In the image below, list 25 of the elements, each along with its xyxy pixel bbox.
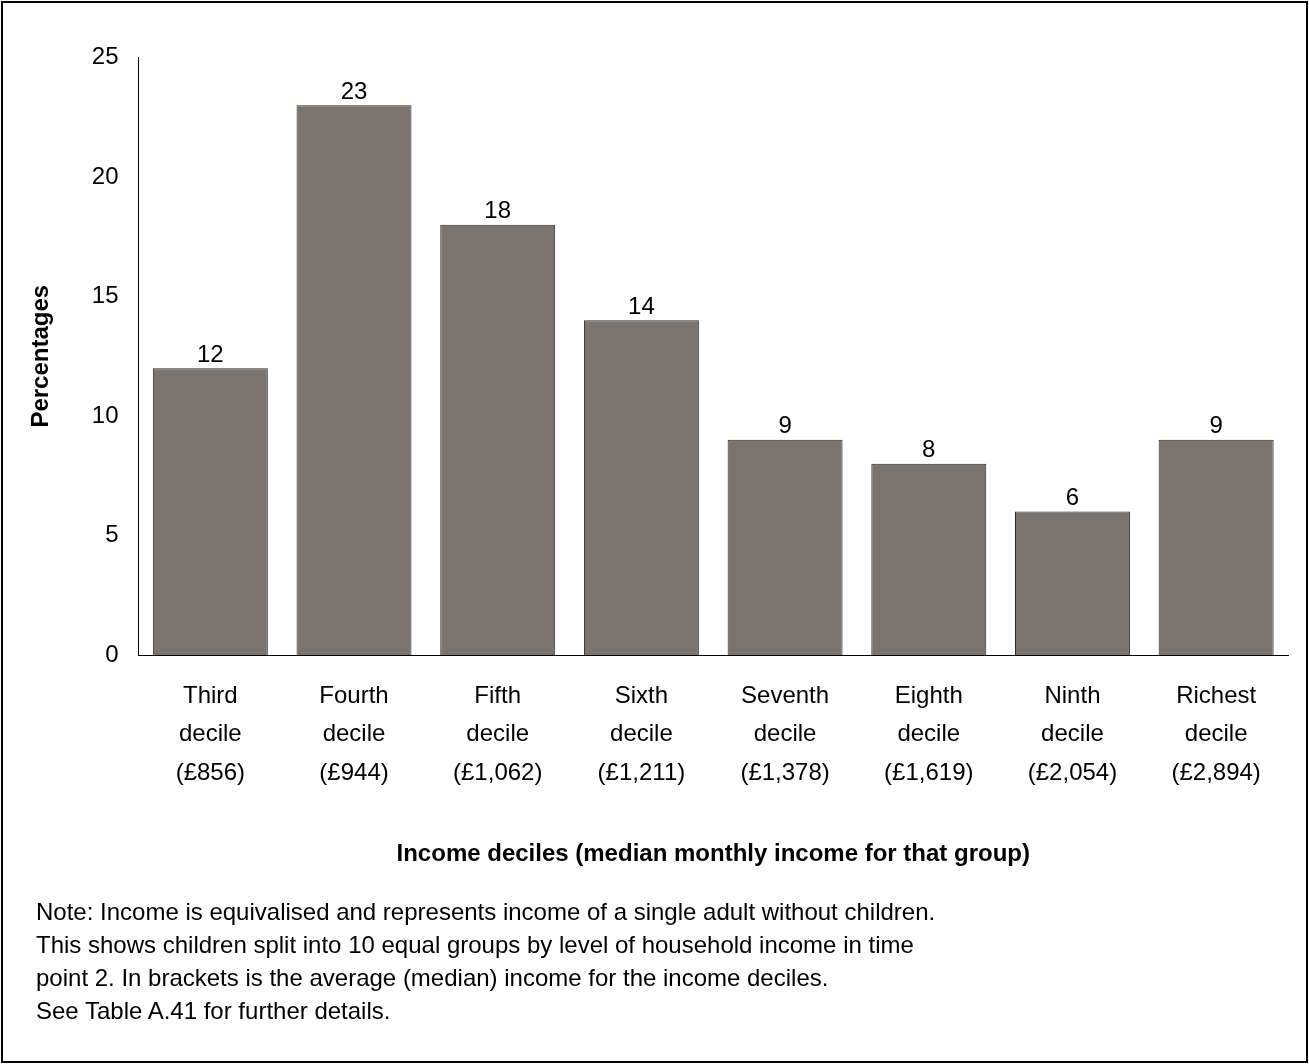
data-label: 9 xyxy=(778,411,792,439)
x-tick-label: Fifth decile (£1,062) xyxy=(453,680,543,785)
data-label: 14 xyxy=(628,291,655,319)
x-tick-label: Ninth decile (£2,054) xyxy=(1027,680,1118,785)
y-tick-label: 0 xyxy=(105,639,119,667)
y-tick-label: 10 xyxy=(91,400,119,428)
data-label: 8 xyxy=(922,435,936,463)
data-label: 9 xyxy=(1209,411,1223,439)
x-tick-label: Fourth decile (£944) xyxy=(319,680,389,785)
x-axis-title: Income deciles (median monthly income for that group) xyxy=(396,839,1030,867)
x-tick-label: Sixth decile (£1,211) xyxy=(597,680,686,785)
data-label: 18 xyxy=(484,196,512,224)
x-tick-label: Seventh decile (£1,378) xyxy=(740,680,830,785)
y-tick-label: 5 xyxy=(105,520,119,548)
y-tick-label: 25 xyxy=(91,42,119,70)
data-label: 6 xyxy=(1065,483,1080,511)
data-label: 12 xyxy=(196,339,224,367)
data-label: 23 xyxy=(340,76,368,104)
y-tick-label: 20 xyxy=(91,161,119,189)
x-tick-label: Eighth decile (£1,619) xyxy=(884,680,974,785)
x-tick-label: Richest decile (£2,894) xyxy=(1171,680,1261,785)
y-tick-label: 15 xyxy=(91,281,119,309)
text: Note: Income is equivalised and represents income of a single adult without children. This shows children split into 10 equal groups by level of household income in time point 2. In brackets is the average (median) income for the income deciles. See Table A.41 for further details. xyxy=(36,897,936,1026)
y-axis-title: Percentages xyxy=(26,284,54,428)
x-tick-label: Third decile (£856) xyxy=(175,680,246,785)
